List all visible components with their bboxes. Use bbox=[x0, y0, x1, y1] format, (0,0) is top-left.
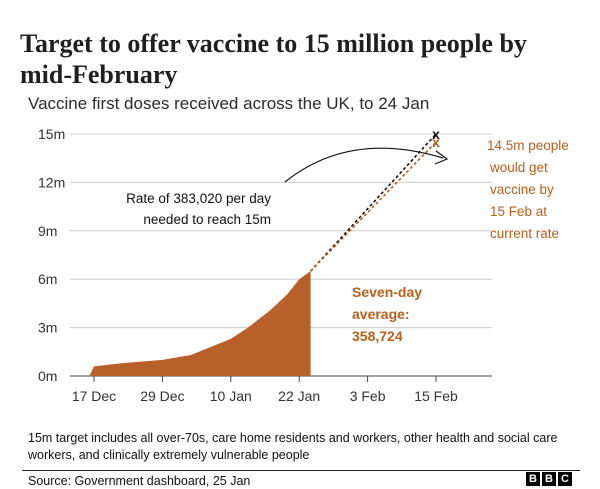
target-marker: x bbox=[432, 126, 440, 142]
bbc-logo-letter: B bbox=[542, 472, 556, 486]
current-rate-annotation: current rate bbox=[490, 226, 559, 241]
target-projection-line bbox=[310, 133, 437, 272]
chart-title: Target to offer vaccine to 15 million pe… bbox=[20, 29, 527, 89]
current-rate-annotation: 14.5m people bbox=[487, 138, 569, 153]
x-tick-label: 29 Dec bbox=[140, 388, 184, 404]
seven-day-average-annotation: average: bbox=[352, 306, 410, 322]
seven-day-average-annotation: 358,724 bbox=[352, 328, 403, 344]
y-tick-label: 9m bbox=[38, 223, 57, 239]
source-note: Source: Government dashboard, 25 Jan bbox=[28, 474, 251, 488]
y-tick-label: 15m bbox=[38, 126, 65, 142]
x-tick-label: 22 Jan bbox=[278, 388, 320, 404]
seven-day-average-annotation: Seven-day bbox=[352, 284, 422, 300]
x-tick-label: 3 Feb bbox=[350, 388, 386, 404]
current-rate-marker: x bbox=[432, 134, 440, 150]
y-tick-label: 12m bbox=[38, 174, 65, 190]
rate-annotation: needed to reach 15m bbox=[143, 212, 271, 227]
annotation-arrow bbox=[284, 147, 444, 183]
bbc-logo-letter: C bbox=[558, 472, 572, 486]
chart-subtitle: Vaccine first doses received across the … bbox=[28, 94, 430, 113]
rate-annotation: Rate of 383,020 per day bbox=[126, 191, 271, 206]
x-tick-label: 15 Feb bbox=[414, 388, 458, 404]
y-tick-label: 6m bbox=[38, 271, 57, 287]
y-tick-label: 3m bbox=[38, 320, 57, 336]
vaccination-area bbox=[89, 271, 311, 376]
area-chart: 0m 3m 6m 9m 12m 15m 17 Dec 29 Dec 10 Jan 22 Jan 3 … bbox=[38, 126, 569, 404]
x-tick-label: 10 Jan bbox=[210, 388, 252, 404]
current-rate-annotation: 15 Feb at bbox=[490, 204, 547, 219]
current-rate-projection-line bbox=[310, 141, 437, 272]
arrow-head-icon bbox=[434, 150, 449, 165]
y-tick-label: 0m bbox=[38, 368, 57, 384]
bbc-logo: B B C bbox=[526, 472, 572, 486]
bbc-logo-letter: B bbox=[526, 472, 540, 486]
current-rate-annotation: vaccine by bbox=[490, 182, 554, 197]
divider bbox=[22, 470, 580, 471]
current-rate-annotation: would get bbox=[489, 160, 548, 175]
x-tick-label: 17 Dec bbox=[72, 388, 116, 404]
footnote: 15m target includes all over-70s, care h… bbox=[28, 431, 558, 462]
